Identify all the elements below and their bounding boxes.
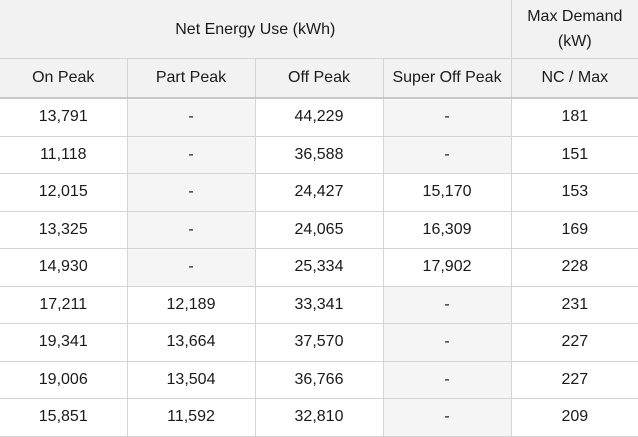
table-row: 13,325-24,065 16,309 169 <box>0 210 638 249</box>
cell-on-peak: 11,118 <box>0 135 128 174</box>
cell-off-peak: 36,766 <box>254 360 384 399</box>
cell-on-peak: 15,851 <box>0 398 128 437</box>
cell-super-off-peak: - <box>382 285 512 324</box>
cell-on-peak: 19,006 <box>0 360 128 399</box>
column-header-part-peak: Part Peak <box>126 58 256 99</box>
cell-nc-max: 151 <box>510 135 638 174</box>
cell-super-off-peak: - <box>382 398 512 437</box>
column-header-on-peak: On Peak <box>0 58 128 99</box>
cell-off-peak: 37,570 <box>254 323 384 362</box>
cell-part-peak: - <box>126 173 256 212</box>
cell-nc-max: 227 <box>510 360 638 399</box>
header-max-demand-unit: (kW) <box>557 33 592 50</box>
cell-part-peak: 12,189 <box>126 285 256 324</box>
cell-super-off-peak: 15,170 <box>382 173 512 212</box>
cell-nc-max: 231 <box>510 285 638 324</box>
cell-off-peak: 33,341 <box>254 285 384 324</box>
cell-part-peak: - <box>126 135 256 174</box>
cell-part-peak: - <box>126 97 256 137</box>
cell-super-off-peak: 16,309 <box>382 210 512 249</box>
table-row: 17,211 12,189 33,341-231 <box>0 285 638 324</box>
cell-on-peak: 19,341 <box>0 323 128 362</box>
header-max-demand: Max Demand (kW) <box>510 0 638 59</box>
table-row: 19,341 13,664 37,570-227 <box>0 323 638 362</box>
cell-part-peak: - <box>126 210 256 249</box>
cell-part-peak: 11,592 <box>126 398 256 437</box>
cell-on-peak: 13,325 <box>0 210 128 249</box>
cell-nc-max: 181 <box>510 97 638 137</box>
cell-nc-max: 169 <box>510 210 638 249</box>
table-row: 11,118-36,588-151 <box>0 135 638 174</box>
table-row: 14,930-25,334 17,902 228 <box>0 248 638 287</box>
column-header-off-peak: Off Peak <box>254 58 384 99</box>
cell-nc-max: 228 <box>510 248 638 287</box>
cell-part-peak: 13,664 <box>126 323 256 362</box>
cell-off-peak: 36,588 <box>254 135 384 174</box>
cell-super-off-peak: - <box>382 97 512 137</box>
cell-off-peak: 32,810 <box>254 398 384 437</box>
table-row: 15,851 11,592 32,810-209 <box>0 398 638 437</box>
column-header-nc-max: NC / Max <box>510 58 638 99</box>
cell-part-peak: - <box>126 248 256 287</box>
cell-off-peak: 24,427 <box>254 173 384 212</box>
cell-off-peak: 25,334 <box>254 248 384 287</box>
cell-off-peak: 24,065 <box>254 210 384 249</box>
cell-super-off-peak: 17,902 <box>382 248 512 287</box>
header-max-demand-title: Max Demand <box>527 8 623 25</box>
cell-on-peak: 17,211 <box>0 285 128 324</box>
cell-on-peak: 14,930 <box>0 248 128 287</box>
cell-on-peak: 12,015 <box>0 173 128 212</box>
table-row: 13,791-44,229-181 <box>0 97 638 137</box>
cell-super-off-peak: - <box>382 323 512 362</box>
table-row: 19,006 13,504 36,766-227 <box>0 360 638 399</box>
cell-super-off-peak: - <box>382 135 512 174</box>
cell-nc-max: 227 <box>510 323 638 362</box>
cell-nc-max: 209 <box>510 398 638 437</box>
cell-super-off-peak: - <box>382 360 512 399</box>
table-body: 13,791-44,229-181 11,118-36,588-151 12,015… <box>0 97 638 437</box>
cell-nc-max: 153 <box>510 173 638 212</box>
cell-part-peak: 13,504 <box>126 360 256 399</box>
header-column-row: On Peak Part Peak Off Peak Super Off Pea… <box>0 58 638 99</box>
header-net-energy-use: Net Energy Use (kWh) <box>0 0 512 59</box>
cell-off-peak: 44,229 <box>254 97 384 137</box>
table-header: Net Energy Use (kWh) Max Demand (kW) On … <box>0 0 638 99</box>
header-group-row: Net Energy Use (kWh) Max Demand (kW) <box>0 0 638 59</box>
table-row: 12,015-24,427 15,170 153 <box>0 173 638 212</box>
cell-on-peak: 13,791 <box>0 97 128 137</box>
column-header-super-off-peak: Super Off Peak <box>382 58 512 99</box>
